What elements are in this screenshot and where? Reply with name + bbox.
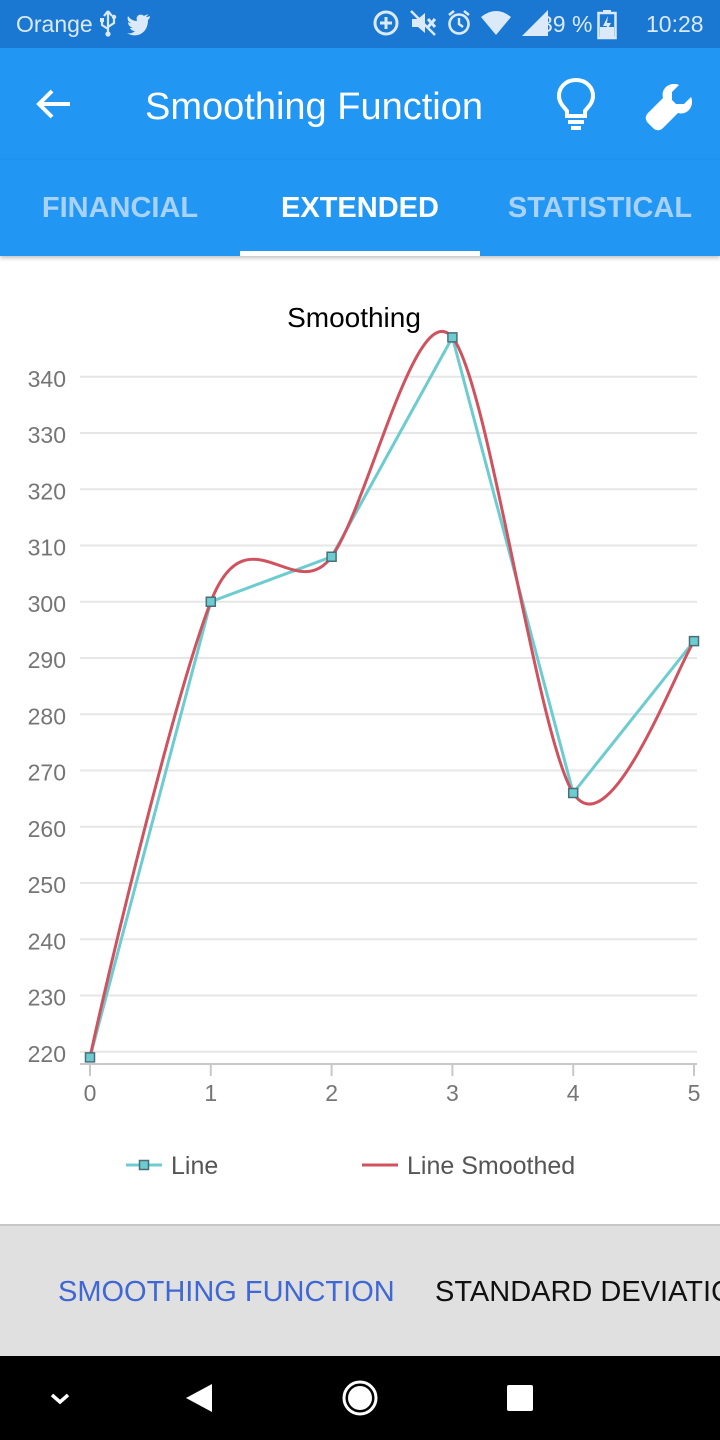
x-tick-label: 4 [567,1080,580,1106]
x-axis-ticks: 0 1 2 3 4 5 [84,1064,701,1106]
app-bar: Smoothing Function [0,48,720,160]
y-tick-label: 250 [28,872,66,898]
x-tick-label: 1 [204,1080,217,1106]
grid-lines [80,375,697,1053]
x-tick-label: 3 [446,1080,459,1106]
data-point-marker [84,1052,96,1063]
data-point-marker [205,596,217,607]
system-nav-bar [0,1356,720,1440]
page-title: Smoothing Function [145,86,483,128]
mute-icon [408,8,438,38]
chart-legend: Line Line Smoothed [126,1152,575,1180]
chevron-down-icon[interactable] [40,1378,80,1418]
y-tick-label: 330 [28,422,66,448]
clock: 10:28 [646,11,704,37]
signal-icon [520,8,550,38]
y-tick-label: 270 [28,760,66,786]
y-tick-label: 310 [28,535,66,561]
y-tick-label: 340 [28,366,66,392]
y-tick-label: 240 [28,928,66,954]
y-tick-label: 260 [28,816,66,842]
x-tick-label: 5 [688,1080,701,1106]
y-tick-label: 230 [28,985,66,1011]
battery-percentage: 39 % [540,11,593,37]
active-tab-indicator [240,251,480,256]
y-tick-label: 280 [28,703,66,729]
x-tick-label: 0 [84,1080,97,1106]
y-tick-label: 320 [28,478,66,504]
twitter-icon [126,8,152,38]
tab-smoothing-function[interactable]: SMOOTHING FUNCTION [58,1276,395,1308]
lightbulb-icon[interactable] [552,76,600,132]
tab-label: STATISTICAL [507,191,693,224]
battery-charging-icon [597,10,617,40]
smoothing-chart: Smoothing 220230240250260270280290300310… [28,302,701,1180]
tab-financial[interactable]: FINANCIAL [0,160,240,256]
wrench-icon[interactable] [644,80,696,132]
usb-icon [98,8,118,38]
tab-label: EXTENDED [281,191,439,224]
series-group [84,330,700,1063]
data-point-marker [567,787,579,799]
series-line-smoothed [88,330,696,1058]
y-tick-label: 220 [28,1041,66,1067]
data-point-marker [447,332,458,343]
tab-statistical[interactable]: STATISTICAL [480,160,720,256]
chart-area: Smoothing 220 230 240 250 260 270 280 290 300 310… [0,256,720,1224]
data-point-marker [326,551,337,562]
tab-standard-deviation[interactable]: STANDARD DEVIATION [435,1276,720,1308]
sample-tabs: SMOOTHING FUNCTION STANDARD DEVIATION [0,1224,720,1358]
series-line [88,333,696,1058]
status-bar: Orange 39 % 10:28 [0,0,720,48]
legend-label: Line [171,1152,218,1180]
back-arrow-icon[interactable] [32,82,76,126]
category-tabs: FINANCIAL EXTENDED STATISTICAL [0,160,720,256]
chart-title: Smoothing [287,302,421,333]
tab-label: FINANCIAL [41,191,199,224]
alarm-icon [446,8,472,38]
data-saver-icon [372,8,400,38]
y-tick-label: 290 [28,647,66,673]
legend-marker [138,1159,150,1171]
legend-item: Line [126,1152,218,1180]
data-point-marker [688,635,700,647]
y-tick-label: 300 [28,591,66,617]
back-triangle-icon[interactable] [180,1378,220,1418]
wifi-icon [480,8,512,38]
y-axis-ticks: 220 230 240 250 260 270 280 290 300 310 320 330 340 [28,366,66,1067]
recents-square-icon[interactable] [500,1378,540,1418]
legend-item: Line Smoothed [362,1152,575,1180]
carrier-name: Orange [16,11,93,37]
tab-extended[interactable]: EXTENDED [240,160,480,256]
legend-label: Line Smoothed [407,1152,575,1180]
home-circle-icon[interactable] [340,1378,380,1418]
x-tick-label: 2 [325,1080,338,1106]
